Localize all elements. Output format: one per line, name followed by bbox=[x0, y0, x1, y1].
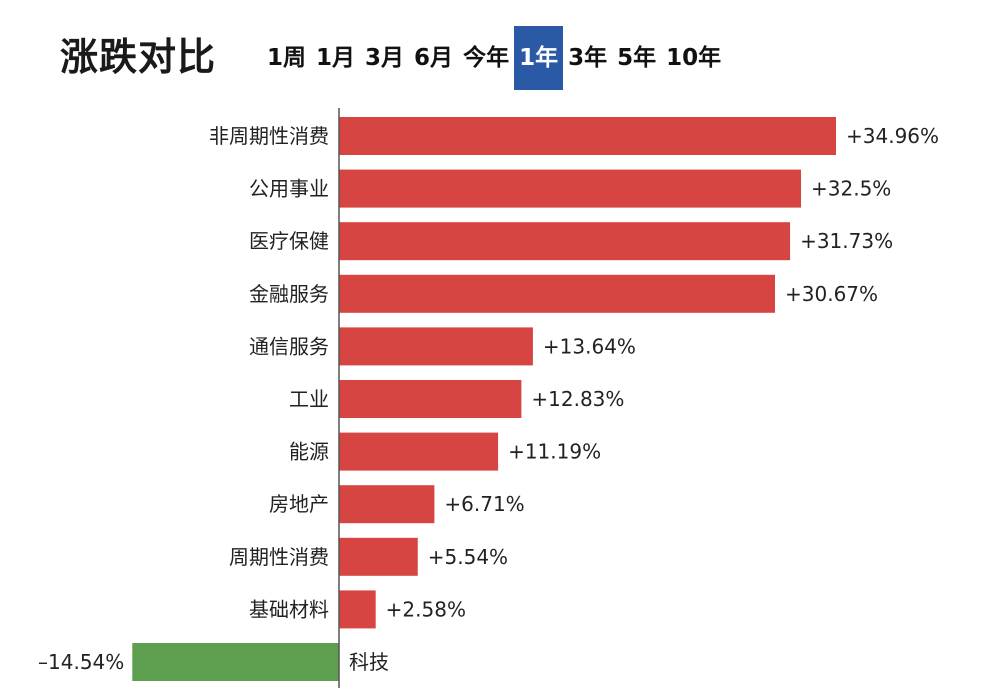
category-label-0: 非周期性消费 bbox=[209, 124, 329, 148]
value-label-9: +2.58% bbox=[386, 597, 466, 621]
value-label-6: +11.19% bbox=[508, 440, 601, 464]
tab-period-8[interactable]: 10年 bbox=[666, 45, 722, 71]
bar-group bbox=[132, 117, 836, 681]
label-group: 非周期性消费 +34.96% 公用事业 +32.5% 医疗保健 +31.73% 金融服务 +3… bbox=[38, 124, 939, 674]
bar-0 bbox=[339, 117, 836, 155]
category-label-4: 通信服务 bbox=[249, 334, 329, 358]
category-label-5: 工业 bbox=[289, 387, 329, 411]
value-label-4: +13.64% bbox=[543, 334, 636, 358]
chart-title: 涨跌对比 bbox=[60, 35, 217, 79]
bar-6 bbox=[339, 432, 499, 471]
tab-period-7[interactable]: 5年 bbox=[617, 45, 657, 71]
category-label-7: 房地产 bbox=[269, 492, 329, 516]
tab-period-1[interactable]: 1月 bbox=[316, 45, 356, 71]
bar-chart: 非周期性消费 +34.96% 公用事业 +32.5% 医疗保健 +31.73% 金融服务 +3… bbox=[38, 108, 939, 688]
chart-header: 涨跌对比 1周 1月 3月 6月 今年 1年 3年 5年 10年 bbox=[0, 0, 990, 100]
bar-5 bbox=[339, 380, 522, 418]
bar-3 bbox=[339, 274, 776, 313]
bar-7 bbox=[339, 485, 435, 524]
value-label-2: +31.73% bbox=[800, 229, 893, 253]
value-label-8: +5.54% bbox=[428, 545, 508, 569]
tab-period-5[interactable]: 1年 bbox=[514, 26, 564, 90]
period-tabs: 1周 1月 3月 6月 今年 1年 3年 5年 10年 bbox=[262, 26, 726, 90]
tab-period-4[interactable]: 今年 bbox=[463, 45, 510, 71]
tab-period-6[interactable]: 3年 bbox=[568, 45, 608, 71]
tab-period-3[interactable]: 6月 bbox=[414, 45, 454, 71]
tab-period-2[interactable]: 3月 bbox=[365, 45, 405, 71]
value-label-10: –14.54% bbox=[38, 650, 124, 674]
bar-2 bbox=[339, 222, 791, 261]
value-label-5: +12.83% bbox=[531, 387, 624, 411]
value-label-1: +32.5% bbox=[811, 177, 891, 201]
bar-1 bbox=[339, 169, 802, 208]
category-label-6: 能源 bbox=[289, 440, 329, 464]
value-label-7: +6.71% bbox=[444, 492, 524, 516]
bar-9 bbox=[339, 590, 376, 629]
category-label-3: 金融服务 bbox=[249, 282, 329, 306]
bar-4 bbox=[339, 327, 533, 366]
category-label-8: 周期性消费 bbox=[229, 545, 329, 569]
category-label-9: 基础材料 bbox=[249, 597, 329, 621]
category-label-10: 科技 bbox=[349, 650, 389, 674]
value-label-0: +34.96% bbox=[846, 124, 939, 148]
category-label-2: 医疗保健 bbox=[249, 229, 329, 253]
bar-8 bbox=[339, 537, 418, 576]
value-label-3: +30.67% bbox=[785, 282, 878, 306]
bar-10 bbox=[132, 643, 339, 681]
category-label-1: 公用事业 bbox=[249, 177, 329, 201]
tab-period-0[interactable]: 1周 bbox=[267, 45, 307, 71]
